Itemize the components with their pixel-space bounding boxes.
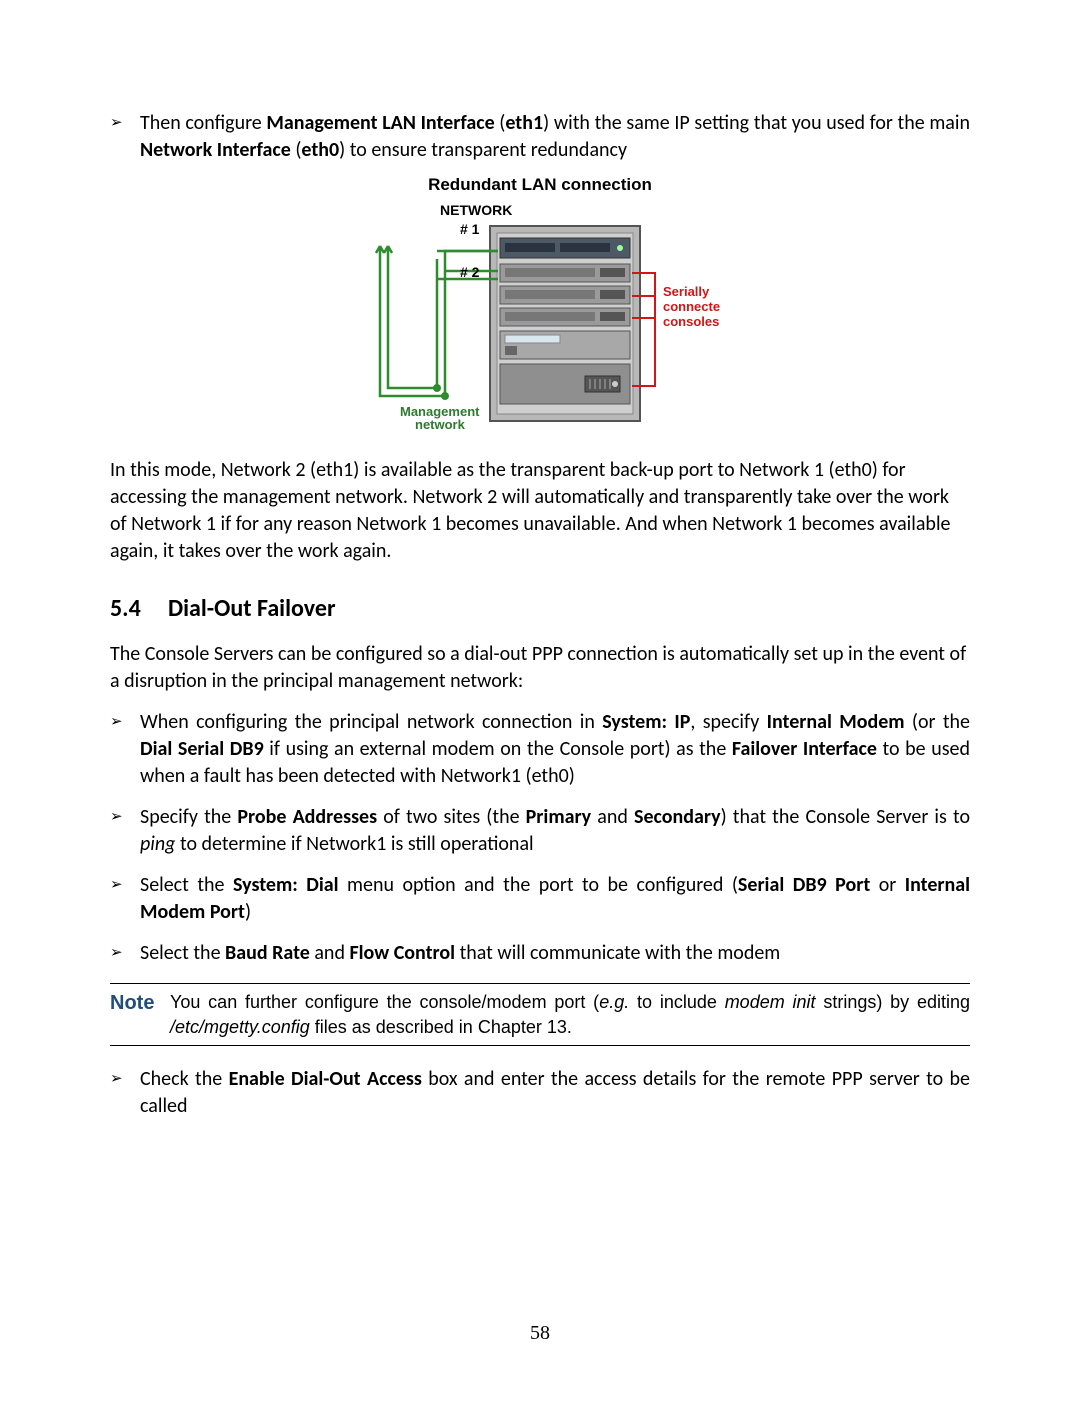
bullet-text: When configuring the principal network c…: [140, 709, 970, 790]
bullet-marker-icon: ➢: [110, 804, 140, 858]
figure-svg: NETWORK # 1 # 2 Management network Seria…: [360, 201, 720, 439]
svg-text:connected: connected: [663, 299, 720, 314]
bullet-item: ➢Select the Baud Rate and Flow Control t…: [110, 940, 970, 967]
bullet-text: Then configure Management LAN Interface …: [140, 110, 970, 164]
svg-text:network: network: [415, 417, 466, 431]
bullet-item: ➢When configuring the principal network …: [110, 709, 970, 790]
document-page: ➢Then configure Management LAN Interface…: [0, 0, 1080, 1407]
section-number: 5.4: [110, 593, 168, 625]
bullet-marker-icon: ➢: [110, 110, 140, 164]
bullet-text: Select the System: Dial menu option and …: [140, 872, 970, 926]
bullet-item: ➢Select the System: Dial menu option and…: [110, 872, 970, 926]
section-intro: The Console Servers can be configured so…: [110, 641, 970, 695]
note-box: Note You can further configure the conso…: [110, 983, 970, 1046]
bullet-text: Check the Enable Dial-Out Access box and…: [140, 1066, 970, 1120]
figure-title: Redundant LAN connection: [110, 174, 970, 197]
bullet-item: ➢Specify the Probe Addresses of two site…: [110, 804, 970, 858]
note-label: Note: [110, 990, 170, 1039]
figure-redundant-lan: Redundant LAN connection: [110, 174, 970, 439]
bullet-item: ➢Then configure Management LAN Interface…: [110, 110, 970, 164]
page-number: 58: [110, 1320, 970, 1347]
svg-text:# 1: # 1: [460, 221, 480, 237]
bullet-text: Select the Baud Rate and Flow Control th…: [140, 940, 970, 967]
paragraph-failover-desc: In this mode, Network 2 (eth1) is availa…: [110, 457, 970, 565]
note-text: You can further configure the console/mo…: [170, 990, 970, 1039]
svg-text:Serially: Serially: [663, 284, 710, 299]
svg-text:NETWORK: NETWORK: [440, 202, 512, 218]
bullet-text: Specify the Probe Addresses of two sites…: [140, 804, 970, 858]
svg-text:consoles: consoles: [663, 314, 719, 329]
bullet-item: ➢Check the Enable Dial-Out Access box an…: [110, 1066, 970, 1120]
bullet-marker-icon: ➢: [110, 709, 140, 790]
bullet-marker-icon: ➢: [110, 1066, 140, 1120]
svg-text:# 2: # 2: [460, 264, 480, 280]
bullet-marker-icon: ➢: [110, 872, 140, 926]
section-title: Dial-Out Failover: [168, 594, 336, 623]
bullet-marker-icon: ➢: [110, 940, 140, 967]
section-heading: 5.4Dial-Out Failover: [110, 593, 970, 625]
